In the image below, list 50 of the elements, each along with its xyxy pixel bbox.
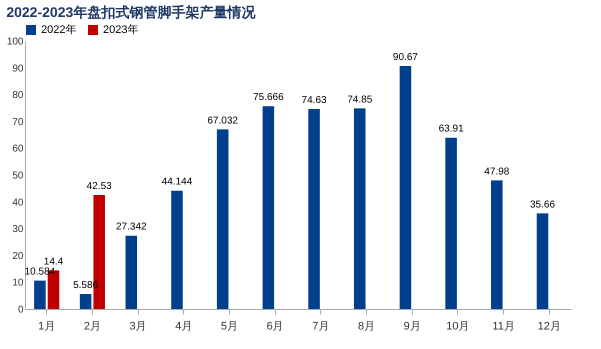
y-tick-label: 80: [12, 90, 24, 102]
y-tick-label: 30: [12, 224, 24, 236]
data-label: 67.032: [207, 115, 238, 126]
bar: [491, 180, 503, 309]
y-tick-label: 100: [6, 36, 24, 48]
x-tick-label: 9月: [404, 320, 421, 332]
bar: [536, 213, 548, 309]
bar: [171, 190, 183, 309]
x-tick-label: 4月: [175, 320, 192, 332]
data-label: 74.63: [302, 94, 327, 106]
x-tick-label: 3月: [130, 320, 147, 332]
data-label: 63.91: [438, 124, 464, 135]
bar: [80, 294, 92, 309]
x-tick-label: 1月: [38, 320, 56, 332]
x-tick-label: 10月: [446, 320, 470, 332]
bar: [216, 129, 228, 309]
data-label: 27.342: [116, 222, 148, 233]
bar: [126, 236, 138, 309]
data-label: 47.98: [484, 166, 510, 178]
x-tick-label: 5月: [220, 320, 238, 332]
y-tick-label: 20: [12, 250, 24, 262]
legend-label: 2022年: [41, 24, 76, 36]
x-tick-label: 2月: [84, 320, 101, 332]
y-tick-label: 60: [12, 144, 24, 155]
data-label: 74.85: [347, 94, 373, 106]
legend-label: 2023年: [103, 24, 138, 36]
y-tick-label: 0: [18, 304, 24, 316]
bar: [400, 66, 412, 309]
data-label: 35.66: [530, 199, 556, 210]
x-tick-label: 8月: [358, 320, 376, 332]
bar: [262, 106, 274, 309]
x-tick-label: 12月: [538, 320, 561, 332]
bar: [34, 280, 46, 309]
data-label: 75.666: [253, 92, 284, 104]
bar: [354, 108, 366, 309]
y-tick-label: 50: [12, 170, 24, 182]
bar: [445, 138, 457, 309]
data-label: 90.67: [392, 52, 418, 64]
x-tick-label: 7月: [312, 320, 330, 332]
data-label: 42.53: [86, 181, 112, 192]
data-label: 14.4: [44, 256, 64, 268]
bar: [308, 108, 320, 309]
chart-title: 2022-2023年盘扣式钢管脚手架产量情况: [6, 4, 256, 20]
y-tick-label: 70: [12, 116, 24, 128]
y-tick-label: 40: [12, 197, 24, 208]
y-tick-label: 90: [12, 63, 24, 74]
y-tick-label: 10: [12, 278, 24, 289]
data-label: 44.144: [162, 176, 193, 188]
x-tick-label: 11月: [492, 320, 515, 332]
x-tick-label: 6月: [266, 320, 284, 332]
